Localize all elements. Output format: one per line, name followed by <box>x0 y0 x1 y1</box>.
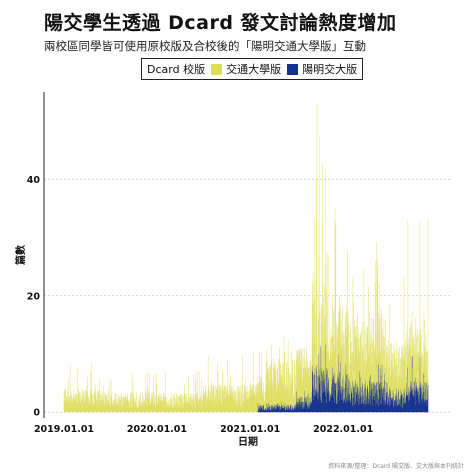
x-tick-label-2: 2021.01.01 <box>220 424 280 435</box>
x-axis-title: 日期 <box>238 435 258 448</box>
legend-label-nctu: 交通大學版 <box>226 63 282 76</box>
y-tick-label-1: 20 <box>27 291 41 302</box>
legend-item-nycu: 陽明交大版 <box>287 61 357 77</box>
legend-label-nycu: 陽明交大版 <box>302 63 358 76</box>
chart-title: 陽交學生透過 Dcard 發文討論熱度增加 <box>44 12 397 34</box>
source-note: 資料來源/整理：Dcard 陽交版、交大版與本刊統計 <box>328 463 464 470</box>
legend: Dcard 校版 交通大學版 陽明交大版 <box>141 58 364 80</box>
y-tick-label-0: 0 <box>33 408 40 419</box>
legend-item-nctu: 交通大學版 <box>211 61 281 77</box>
x-tick-label-1: 2020.01.01 <box>127 424 187 435</box>
legend-title: Dcard 校版 <box>147 63 206 76</box>
y-tick-label-2: 40 <box>27 175 41 186</box>
legend-swatch-nctu <box>211 63 223 75</box>
x-tick-label-0: 2019.01.01 <box>34 424 94 435</box>
chart-subtitle: 兩校區同學皆可使用原校版及合校後的「陽明交通大學版」互動 <box>44 39 366 53</box>
legend-swatch-nycu <box>287 63 299 75</box>
y-axis-title: 篇數 <box>14 245 27 266</box>
x-tick-label-3: 2022.01.01 <box>313 424 373 435</box>
